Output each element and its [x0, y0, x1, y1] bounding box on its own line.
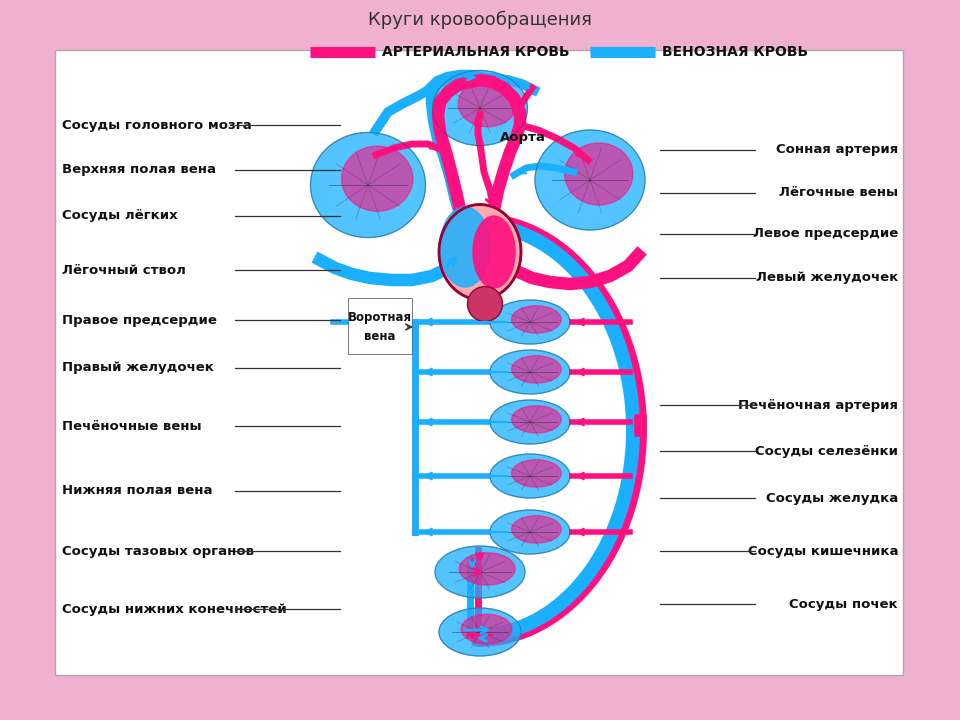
- Ellipse shape: [459, 553, 516, 585]
- Text: Правый желудочек: Правый желудочек: [62, 361, 214, 374]
- Ellipse shape: [535, 130, 645, 230]
- Text: ВЕНОЗНАЯ КРОВЬ: ВЕНОЗНАЯ КРОВЬ: [662, 45, 808, 59]
- Text: Печёночная артерия: Печёночная артерия: [738, 398, 898, 412]
- Text: Аорта: Аорта: [500, 132, 546, 145]
- Ellipse shape: [490, 510, 570, 554]
- Ellipse shape: [490, 400, 570, 444]
- Text: Сосуды почек: Сосуды почек: [789, 598, 898, 611]
- Ellipse shape: [342, 146, 413, 211]
- Ellipse shape: [490, 454, 570, 498]
- Ellipse shape: [512, 516, 562, 543]
- Text: Сосуды кишечника: Сосуды кишечника: [748, 545, 898, 558]
- Text: Верхняя полая вена: Верхняя полая вена: [62, 163, 216, 176]
- Text: Лёгочные вены: Лёгочные вены: [779, 186, 898, 199]
- Ellipse shape: [433, 71, 527, 145]
- Ellipse shape: [564, 143, 633, 205]
- Ellipse shape: [439, 204, 521, 300]
- Text: Круги кровообращения: Круги кровообращения: [368, 11, 592, 29]
- Ellipse shape: [310, 132, 425, 238]
- Text: Сосуды лёгких: Сосуды лёгких: [62, 209, 178, 222]
- FancyBboxPatch shape: [348, 298, 412, 354]
- Ellipse shape: [440, 207, 490, 287]
- Text: Сосуды нижних конечностей: Сосуды нижних конечностей: [62, 603, 287, 616]
- Ellipse shape: [490, 350, 570, 394]
- Text: Воротная: Воротная: [348, 312, 412, 325]
- Ellipse shape: [468, 287, 502, 322]
- FancyBboxPatch shape: [55, 50, 903, 675]
- Ellipse shape: [512, 306, 562, 333]
- Ellipse shape: [435, 546, 525, 598]
- Ellipse shape: [512, 356, 562, 383]
- Ellipse shape: [439, 608, 521, 656]
- Ellipse shape: [458, 80, 517, 127]
- Ellipse shape: [512, 460, 562, 487]
- Text: Сосуды желудка: Сосуды желудка: [766, 492, 898, 505]
- Text: вена: вена: [364, 330, 396, 343]
- Ellipse shape: [512, 406, 562, 433]
- Text: АРТЕРИАЛЬНАЯ КРОВЬ: АРТЕРИАЛЬНАЯ КРОВЬ: [382, 45, 569, 59]
- Text: Лёгочный ствол: Лёгочный ствол: [62, 264, 186, 276]
- Text: Печёночные вены: Печёночные вены: [62, 420, 202, 433]
- Text: Левый желудочек: Левый желудочек: [756, 271, 898, 284]
- Text: Правое предсердие: Правое предсердие: [62, 313, 217, 326]
- Text: Сосуды селезёнки: Сосуды селезёнки: [755, 445, 898, 458]
- Text: Левое предсердие: Левое предсердие: [753, 228, 898, 240]
- Text: Сонная артерия: Сонная артерия: [776, 143, 898, 156]
- Ellipse shape: [461, 614, 512, 644]
- Text: Нижняя полая вена: Нижняя полая вена: [62, 484, 212, 497]
- Ellipse shape: [490, 300, 570, 344]
- Ellipse shape: [473, 216, 515, 288]
- Text: Сосуды тазовых органов: Сосуды тазовых органов: [62, 545, 254, 558]
- Text: Сосуды головного мозга: Сосуды головного мозга: [62, 119, 252, 132]
